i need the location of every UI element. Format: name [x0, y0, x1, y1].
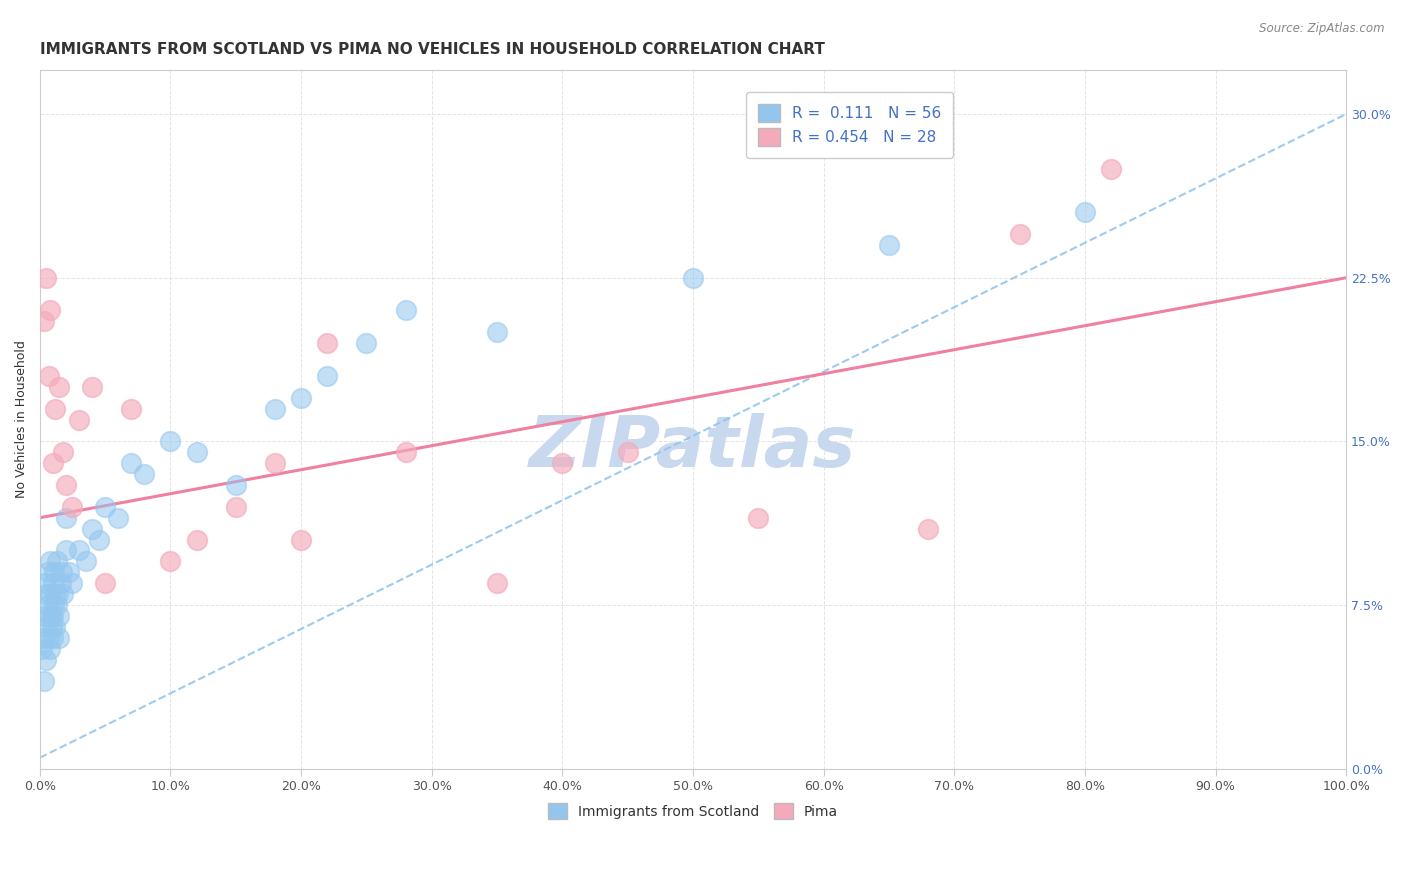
Point [42, 456, 65, 470]
Point [44, 598, 66, 612]
Point [186, 533, 208, 547]
Point [42, 608, 65, 623]
Point [44, 587, 66, 601]
Point [39, 303, 62, 318]
Point [39, 587, 62, 601]
Point [316, 368, 339, 383]
Point [486, 325, 509, 339]
Point [35, 587, 58, 601]
Point [32, 631, 55, 645]
Point [52, 587, 75, 601]
Point [316, 336, 339, 351]
Point [48, 380, 70, 394]
Point [35, 652, 58, 666]
Point [44, 620, 66, 634]
Point [37, 598, 59, 612]
Legend: Immigrants from Scotland, Pima: Immigrants from Scotland, Pima [543, 797, 844, 824]
Point [356, 336, 378, 351]
Point [35, 270, 58, 285]
Point [159, 554, 181, 568]
Point [37, 566, 59, 580]
Point [41, 608, 63, 623]
Point [394, 303, 416, 318]
Point [46, 587, 69, 601]
Point [52, 445, 75, 459]
Point [55, 510, 77, 524]
Point [67, 412, 90, 426]
Point [87, 533, 110, 547]
Point [120, 401, 142, 416]
Point [45, 554, 67, 568]
Point [55, 478, 77, 492]
Point [682, 270, 704, 285]
Point [394, 445, 416, 459]
Point [1008, 227, 1031, 241]
Point [120, 456, 142, 470]
Point [486, 576, 509, 591]
Point [94, 500, 117, 514]
Point [264, 456, 287, 470]
Point [38, 608, 60, 623]
Point [42, 576, 65, 591]
Point [41, 620, 63, 634]
Point [34, 576, 56, 591]
Point [49, 576, 72, 591]
Point [39, 641, 62, 656]
Point [31, 641, 53, 656]
Point [67, 543, 90, 558]
Text: Source: ZipAtlas.com: Source: ZipAtlas.com [1260, 22, 1385, 36]
Point [186, 445, 208, 459]
Point [42, 631, 65, 645]
Point [38, 631, 60, 645]
Point [51, 566, 73, 580]
Point [38, 368, 60, 383]
Point [107, 510, 129, 524]
Point [877, 238, 900, 252]
Point [34, 608, 56, 623]
Point [225, 500, 247, 514]
Point [48, 631, 70, 645]
Point [62, 576, 84, 591]
Point [48, 608, 70, 623]
Point [62, 500, 84, 514]
Text: IMMIGRANTS FROM SCOTLAND VS PIMA NO VEHICLES IN HOUSEHOLD CORRELATION CHART: IMMIGRANTS FROM SCOTLAND VS PIMA NO VEHI… [39, 42, 825, 57]
Point [44, 401, 66, 416]
Point [75, 554, 97, 568]
Text: ZIPatlas: ZIPatlas [529, 413, 856, 482]
Point [264, 401, 287, 416]
Point [1099, 161, 1122, 176]
Point [80, 522, 103, 536]
Point [45, 598, 67, 612]
Point [225, 478, 247, 492]
Point [58, 566, 80, 580]
Point [44, 566, 66, 580]
Point [917, 522, 939, 536]
Point [80, 380, 103, 394]
Point [159, 434, 181, 449]
Point [39, 554, 62, 568]
Point [32, 314, 55, 328]
Point [35, 620, 58, 634]
Point [290, 391, 312, 405]
Point [747, 510, 769, 524]
Point [290, 533, 312, 547]
Point [134, 467, 156, 481]
Point [94, 576, 117, 591]
Point [55, 543, 77, 558]
Point [32, 674, 55, 689]
Point [1074, 205, 1097, 219]
Point [551, 456, 574, 470]
Y-axis label: No Vehicles in Household: No Vehicles in Household [15, 341, 28, 499]
Point [616, 445, 638, 459]
